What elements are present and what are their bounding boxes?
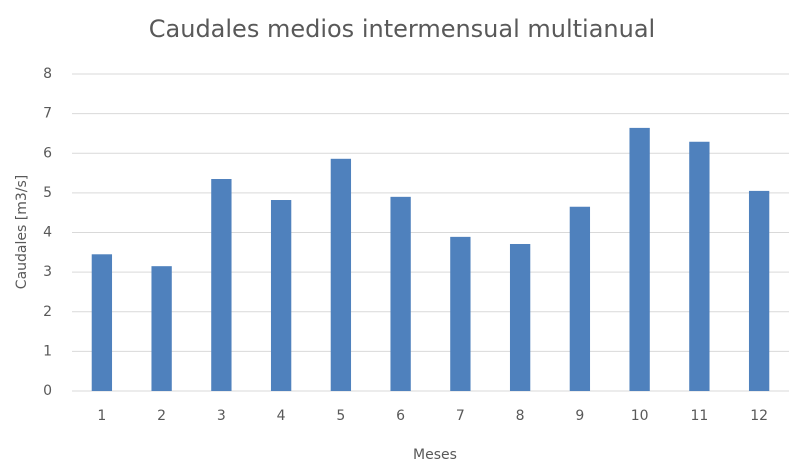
chart-title: Caudales medios intermensual multianual bbox=[149, 15, 655, 43]
y-tick-label: 2 bbox=[43, 304, 52, 320]
bar bbox=[91, 254, 113, 391]
x-tick-label: 10 bbox=[631, 408, 649, 424]
bar bbox=[211, 179, 232, 391]
x-tick-label: 9 bbox=[575, 408, 584, 424]
x-axis-label: Meses bbox=[413, 447, 457, 463]
y-tick-label: 5 bbox=[43, 185, 52, 201]
y-tick-label: 8 bbox=[43, 66, 52, 82]
x-tick-label: 5 bbox=[336, 408, 345, 424]
x-tick-label: 8 bbox=[516, 408, 525, 424]
bar bbox=[629, 127, 650, 391]
bar bbox=[569, 206, 591, 391]
bar bbox=[330, 158, 352, 391]
y-tick-label: 7 bbox=[43, 106, 52, 122]
x-tick-label: 12 bbox=[750, 408, 768, 424]
x-tick-label: 2 bbox=[157, 408, 166, 424]
bar bbox=[748, 190, 770, 391]
y-tick-label: 1 bbox=[43, 343, 52, 359]
y-tick-label: 4 bbox=[43, 225, 52, 241]
y-tick-label: 6 bbox=[43, 145, 52, 161]
bar bbox=[689, 141, 710, 391]
y-axis-label: Caudales [m3/s] bbox=[14, 175, 30, 289]
y-tick-label: 3 bbox=[43, 264, 52, 280]
x-tick-label: 11 bbox=[690, 408, 708, 424]
bar bbox=[151, 266, 172, 391]
x-tick-label: 3 bbox=[217, 408, 226, 424]
bar bbox=[509, 243, 531, 391]
bar bbox=[390, 196, 411, 391]
x-tick-label: 7 bbox=[456, 408, 465, 424]
bar bbox=[270, 200, 292, 391]
bar bbox=[450, 236, 471, 391]
x-tick-label: 4 bbox=[277, 408, 286, 424]
x-tick-label: 6 bbox=[396, 408, 405, 424]
y-tick-label: 0 bbox=[43, 383, 52, 399]
x-tick-label: 1 bbox=[97, 408, 106, 424]
